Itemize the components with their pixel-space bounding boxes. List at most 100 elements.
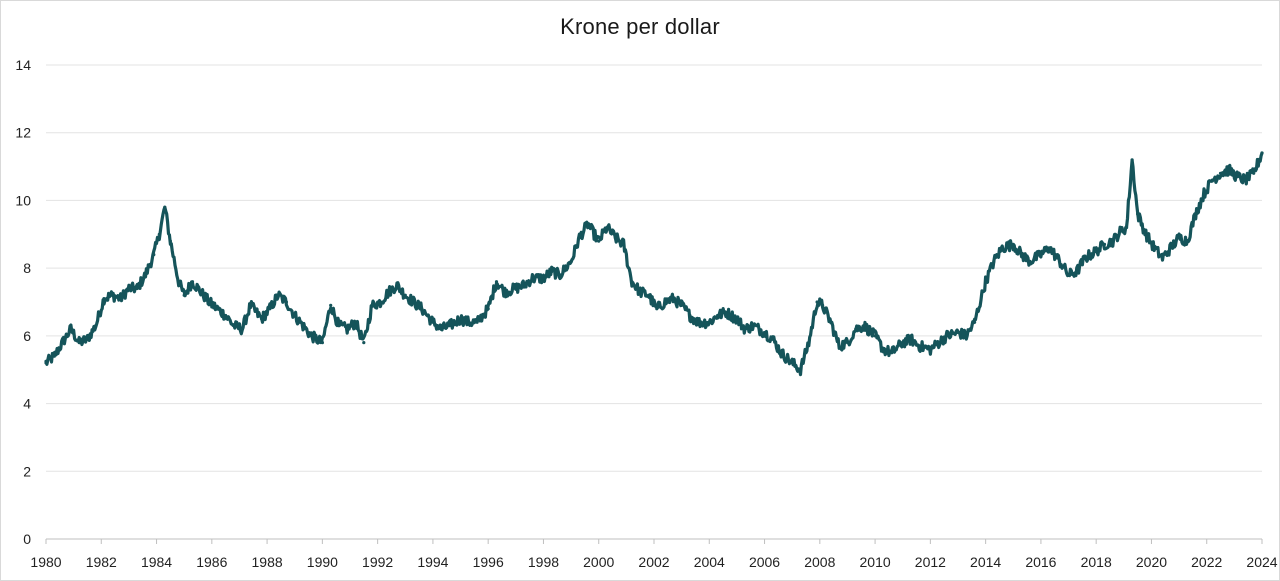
- data-point: [387, 290, 391, 294]
- y-tick-label: 4: [23, 396, 31, 412]
- data-point: [1252, 171, 1256, 175]
- data-point: [1185, 239, 1189, 243]
- data-point: [152, 253, 156, 257]
- data-point: [135, 286, 139, 291]
- data-point: [61, 341, 65, 345]
- data-point: [541, 276, 546, 280]
- data-point: [1075, 269, 1079, 274]
- data-point: [1066, 273, 1071, 277]
- data-point: [837, 344, 841, 348]
- data-point: [638, 290, 642, 294]
- data-point: [168, 239, 172, 243]
- data-point: [1125, 225, 1129, 230]
- data-point: [1227, 168, 1231, 172]
- data-point: [102, 297, 106, 301]
- data-point: [1210, 178, 1214, 182]
- data-point: [845, 341, 850, 345]
- data-point: [829, 320, 833, 324]
- data-point: [680, 303, 684, 307]
- y-tick-label: 12: [15, 125, 31, 141]
- chart-title: Krone per dollar: [560, 14, 720, 39]
- data-point: [928, 347, 933, 351]
- data-point: [1055, 256, 1060, 260]
- data-point: [646, 293, 651, 297]
- x-tick-label: 1984: [141, 554, 172, 570]
- data-point: [586, 222, 590, 226]
- y-tick-label: 14: [15, 57, 31, 73]
- data-point: [378, 300, 382, 304]
- data-point: [370, 303, 374, 307]
- data-point: [157, 232, 161, 236]
- data-point: [1152, 246, 1156, 250]
- data-point: [276, 293, 280, 297]
- data-point: [1144, 232, 1148, 236]
- data-point: [1094, 249, 1098, 253]
- data-point: [550, 269, 554, 274]
- data-point: [1000, 246, 1004, 250]
- axes: [45, 538, 1263, 544]
- data-point: [337, 324, 341, 328]
- data-point: [569, 259, 573, 263]
- data-point: [467, 320, 471, 324]
- data-point: [807, 341, 811, 345]
- x-tick-label: 1998: [528, 554, 559, 570]
- data-point: [420, 307, 424, 311]
- x-tick-label: 2020: [1136, 554, 1167, 570]
- data-point: [224, 313, 228, 318]
- data-point: [199, 290, 203, 294]
- data-point: [119, 297, 123, 301]
- data-point: [94, 324, 98, 328]
- data-point: [984, 280, 988, 284]
- data-point: [1136, 212, 1140, 216]
- data-point: [1194, 212, 1198, 216]
- data-point: [69, 327, 73, 331]
- data-point: [1235, 175, 1239, 179]
- data-point: [798, 368, 803, 372]
- data-point: [309, 334, 313, 338]
- data-point: [412, 300, 416, 304]
- y-tick-label: 2: [23, 463, 31, 479]
- data-point: [854, 327, 858, 331]
- x-tick-label: 1982: [86, 554, 117, 570]
- data-point: [44, 361, 48, 365]
- data-point: [301, 324, 305, 328]
- data-point: [207, 300, 211, 304]
- data-point: [917, 344, 921, 348]
- data-point: [1119, 229, 1123, 233]
- data-point: [85, 337, 90, 341]
- data-point: [439, 327, 443, 331]
- data-point: [743, 327, 747, 331]
- gridlines: [46, 64, 1262, 472]
- data-point: [558, 273, 562, 277]
- data-point: [663, 300, 667, 304]
- x-tick-label: 2024: [1246, 554, 1277, 570]
- series-line: [44, 151, 1264, 377]
- data-point: [1020, 253, 1024, 257]
- x-tick-label: 2022: [1191, 554, 1222, 570]
- data-point: [143, 273, 148, 277]
- x-tick-label: 1986: [196, 554, 227, 570]
- data-point: [240, 327, 244, 331]
- data-point: [597, 239, 601, 243]
- data-point: [613, 236, 617, 240]
- data-point: [762, 330, 767, 335]
- data-point: [248, 303, 253, 307]
- data-point: [1243, 178, 1247, 182]
- data-point: [127, 286, 131, 291]
- data-point: [1102, 242, 1107, 246]
- data-point: [771, 337, 775, 341]
- data-point: [964, 334, 968, 338]
- data-point: [284, 300, 288, 304]
- series-layer: [44, 151, 1264, 377]
- data-point: [1218, 171, 1223, 175]
- data-point: [1202, 192, 1206, 196]
- data-point: [1111, 239, 1115, 243]
- data-point: [707, 320, 711, 324]
- data-point: [486, 307, 490, 311]
- data-point: [1177, 236, 1181, 240]
- data-point: [329, 303, 333, 307]
- data-point: [77, 341, 81, 345]
- x-axis-tick-labels: 1980 1982 1984 1986 1988 1990 1992 1994 1996 1998…: [30, 554, 1277, 570]
- data-point: [395, 283, 399, 287]
- data-point: [577, 236, 582, 240]
